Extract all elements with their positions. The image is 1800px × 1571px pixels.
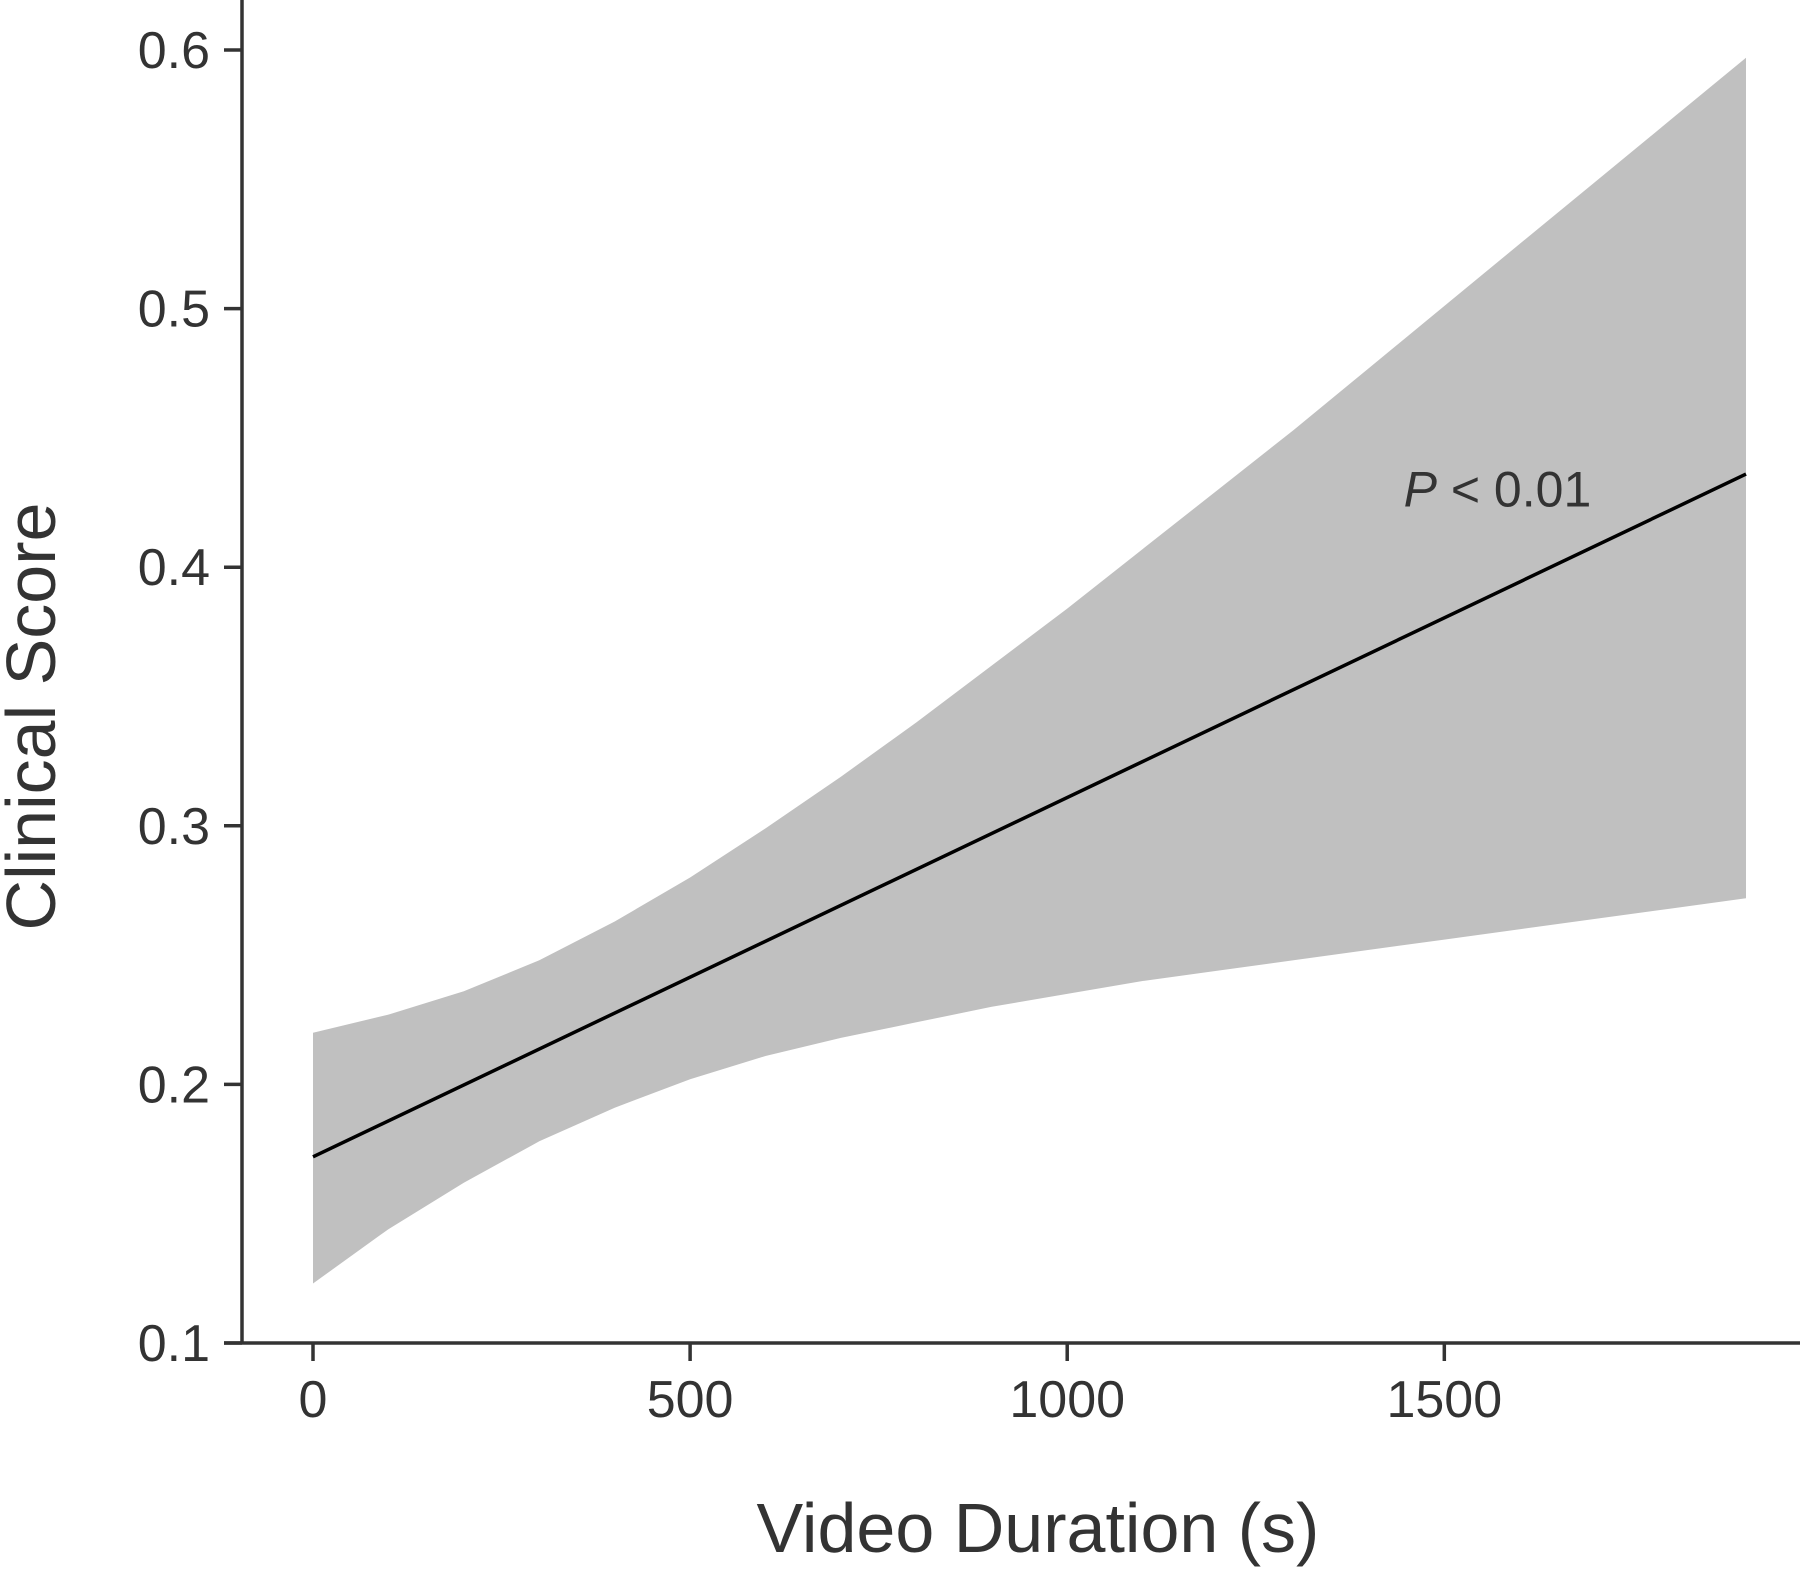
x-tick-label: 1500: [1386, 1371, 1502, 1429]
confidence-band: [313, 57, 1746, 1284]
regression-line: [312, 472, 1747, 1159]
p-value-threshold: < 0.01: [1437, 462, 1591, 518]
x-tick-label: 500: [647, 1371, 734, 1429]
y-tick-label: 0.2: [138, 1056, 210, 1114]
y-axis-title: Clinical Score: [0, 503, 70, 931]
annotation-layer: P < 0.01: [1404, 462, 1592, 518]
y-tick-label: 0.1: [138, 1315, 210, 1373]
y-tick-label: 0.5: [138, 281, 210, 339]
x-axis-title: Video Duration (s): [757, 1489, 1320, 1567]
confidence-band-layer: [313, 57, 1746, 1284]
y-tick-label: 0.3: [138, 798, 210, 856]
p-value-symbol: P: [1404, 462, 1438, 518]
y-tick-label: 0.4: [138, 539, 210, 597]
x-tick-label: 0: [299, 1371, 328, 1429]
series-line-layer: [312, 472, 1747, 1159]
y-tick-label: 0.6: [138, 22, 210, 80]
x-tick-label: 1000: [1009, 1371, 1125, 1429]
p-value-annotation: P < 0.01: [1404, 462, 1592, 518]
